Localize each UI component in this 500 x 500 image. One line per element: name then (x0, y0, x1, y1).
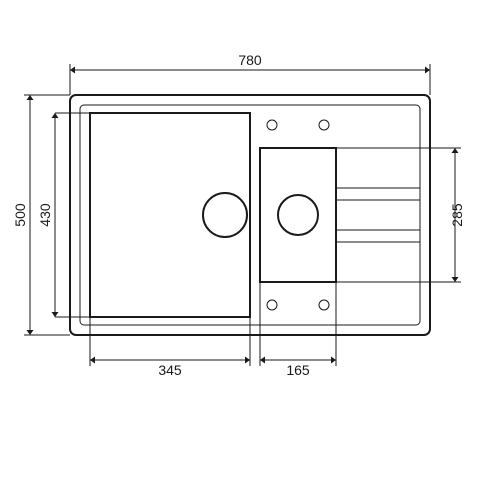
dim-bottom-right: 165 (286, 362, 310, 378)
dim-top-width: 780 (238, 52, 262, 68)
dim-inner-height: 430 (37, 203, 53, 227)
dim-right-height: 285 (449, 203, 465, 227)
dim-bottom-left: 345 (158, 362, 182, 378)
dim-left-height: 500 (12, 203, 28, 227)
sink-technical-drawing: 780 500 430 285 345 165 (0, 0, 500, 500)
